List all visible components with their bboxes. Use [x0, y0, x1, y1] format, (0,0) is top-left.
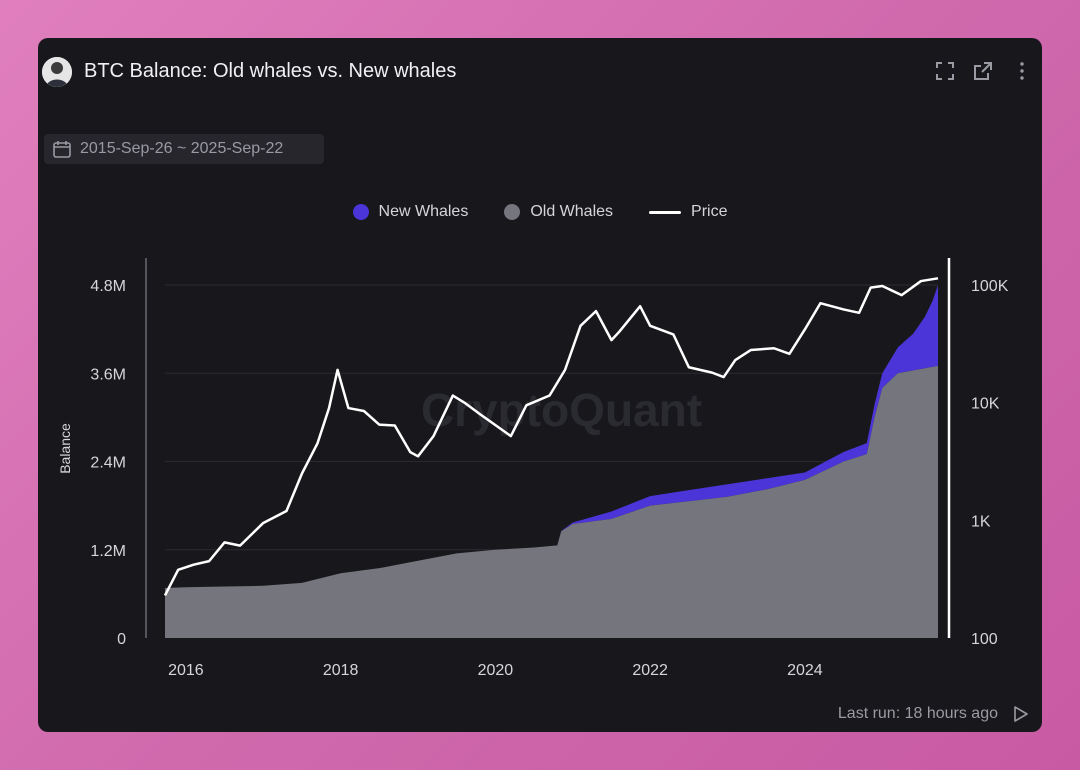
x-tick-label: 2022: [632, 662, 668, 679]
y-left-tick-label: 2.4M: [90, 455, 126, 472]
y-left-tick-label: 3.6M: [90, 366, 126, 383]
y-right-tick-label: 1K: [971, 513, 991, 530]
run-icon[interactable]: [1010, 704, 1030, 724]
y-right-tick-label: 100K: [971, 278, 1009, 295]
widget-footer: Last run: 18 hours ago: [838, 704, 1030, 724]
x-tick-label: 2018: [323, 662, 359, 679]
watermark: CryptoQuant: [421, 384, 702, 436]
y-left-tick-label: 1.2M: [90, 543, 126, 560]
avatar-image: [42, 57, 72, 87]
y-left-tick-label: 4.8M: [90, 278, 126, 295]
y-right-tick-label: 100: [971, 631, 998, 648]
x-tick-label: 2016: [168, 662, 204, 679]
new-whales-swatch: [352, 204, 369, 220]
old-whales-swatch: [504, 204, 521, 220]
price-line: [163, 277, 939, 597]
old-whales-area: [165, 365, 938, 638]
chart-canvas: CryptoQuant 0 1.2M 2.4M 3.6M 4.8M Balance 100 1K…: [57, 258, 1009, 679]
price-swatch: [649, 210, 682, 214]
more-options-icon[interactable]: [1011, 60, 1033, 82]
legend-item-price[interactable]: Price: [649, 203, 727, 221]
calendar-icon: [53, 141, 71, 158]
legend-label-new-whales: New Whales: [378, 203, 469, 220]
expand-icon[interactable]: [934, 60, 956, 82]
widget-title: BTC Balance: Old whales vs. New whales: [84, 60, 457, 82]
legend-item-old-whales[interactable]: Old Whales: [504, 203, 613, 221]
y-right-tick-label: 10K: [971, 396, 1000, 413]
author-avatar[interactable]: [42, 57, 72, 87]
date-range-picker[interactable]: 2015-Sep-26 ~ 2025-Sep-22: [44, 134, 324, 164]
open-external-icon[interactable]: [972, 60, 994, 82]
chart-widget: BTC Balance: Old whales vs. New whales 2…: [38, 38, 1042, 732]
x-tick-label: 2024: [787, 662, 823, 679]
date-range-label: 2015-Sep-26 ~ 2025-Sep-22: [80, 140, 284, 157]
legend-label-price: Price: [691, 203, 728, 220]
x-tick-label: 2020: [478, 662, 514, 679]
last-run-label: Last run: 18 hours ago: [837, 705, 998, 722]
legend-label-old-whales: Old Whales: [530, 203, 614, 220]
chart-legend: New Whales Old Whales Price: [38, 200, 1042, 224]
widget-header: BTC Balance: Old whales vs. New whales: [38, 38, 1042, 108]
y-left-tick-label: 0: [117, 631, 126, 648]
legend-item-new-whales[interactable]: New Whales: [352, 203, 469, 221]
y-left-axis-label: Balance: [57, 423, 73, 474]
